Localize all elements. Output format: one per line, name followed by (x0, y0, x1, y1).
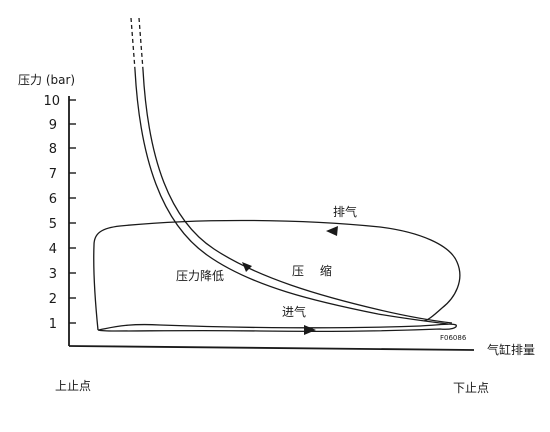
y-tick-label-8: 8 (49, 142, 57, 157)
y-axis-title: 压力 (bar) (18, 73, 75, 87)
x-axis (68, 345, 475, 351)
y-tick-label-4: 4 (49, 242, 57, 257)
intake-line (97, 323, 457, 333)
y-tick-label-9: 9 (49, 118, 57, 133)
y-tick-label-7: 7 (49, 167, 57, 182)
y-tick-label-2: 2 (49, 292, 57, 307)
exhaust-loop (93, 219, 461, 331)
compression-curve-dashed (130, 17, 144, 71)
x-right-label: 下止点 (453, 381, 489, 395)
compression-arrow (242, 262, 252, 272)
compression-curve-inner (134, 69, 449, 325)
label-compression: 压 缩 (292, 263, 338, 278)
y-tick-label-1: 1 (49, 317, 57, 332)
x-left-label: 上止点 (55, 379, 91, 393)
compression-curve-outer (142, 69, 453, 324)
y-tick-label-3: 3 (49, 267, 57, 282)
y-tick-label-5: 5 (49, 217, 57, 232)
y-tick-label-10: 10 (43, 94, 60, 109)
y-ticks: 1 2 3 4 5 6 7 8 9 10 (43, 94, 76, 332)
label-exhaust: 排气 (333, 204, 357, 219)
exhaust-arrow (326, 226, 338, 236)
axes (68, 96, 475, 351)
x-axis-title: 气缸排量 (487, 342, 535, 357)
figure-code: F06086 (440, 334, 467, 342)
intake-arrow (304, 325, 316, 335)
y-tick-label-6: 6 (49, 192, 57, 207)
label-intake: 进气 (282, 304, 306, 319)
label-pressure-drop: 压力降低 (176, 269, 224, 283)
